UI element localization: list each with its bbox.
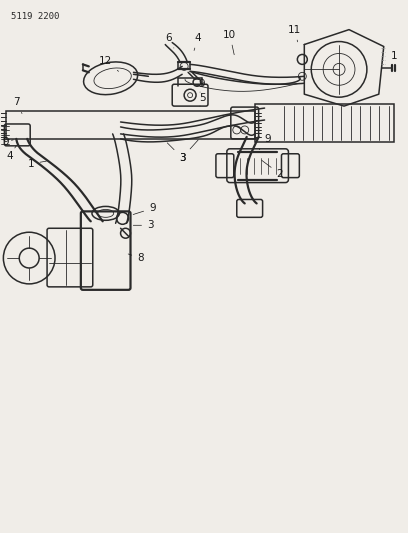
- Text: 8: 8: [128, 253, 144, 263]
- Text: 7: 7: [13, 97, 22, 114]
- Text: 2: 2: [262, 160, 283, 179]
- Text: 4: 4: [6, 146, 16, 161]
- Text: 9: 9: [199, 79, 205, 92]
- Text: 5: 5: [199, 93, 205, 106]
- Text: 11: 11: [288, 25, 301, 42]
- Text: 4: 4: [194, 33, 202, 51]
- Text: 3: 3: [167, 143, 186, 163]
- Text: 1: 1: [28, 159, 47, 169]
- Text: 9: 9: [133, 204, 156, 214]
- Text: 12: 12: [99, 56, 119, 71]
- Text: 9: 9: [2, 137, 13, 147]
- Text: 6: 6: [165, 33, 174, 48]
- Text: 10: 10: [223, 30, 236, 55]
- Text: 3: 3: [133, 220, 154, 230]
- Text: 3: 3: [179, 140, 198, 163]
- Text: 9: 9: [259, 134, 271, 150]
- Text: 1: 1: [390, 52, 397, 67]
- Text: 5119 2200: 5119 2200: [11, 12, 60, 21]
